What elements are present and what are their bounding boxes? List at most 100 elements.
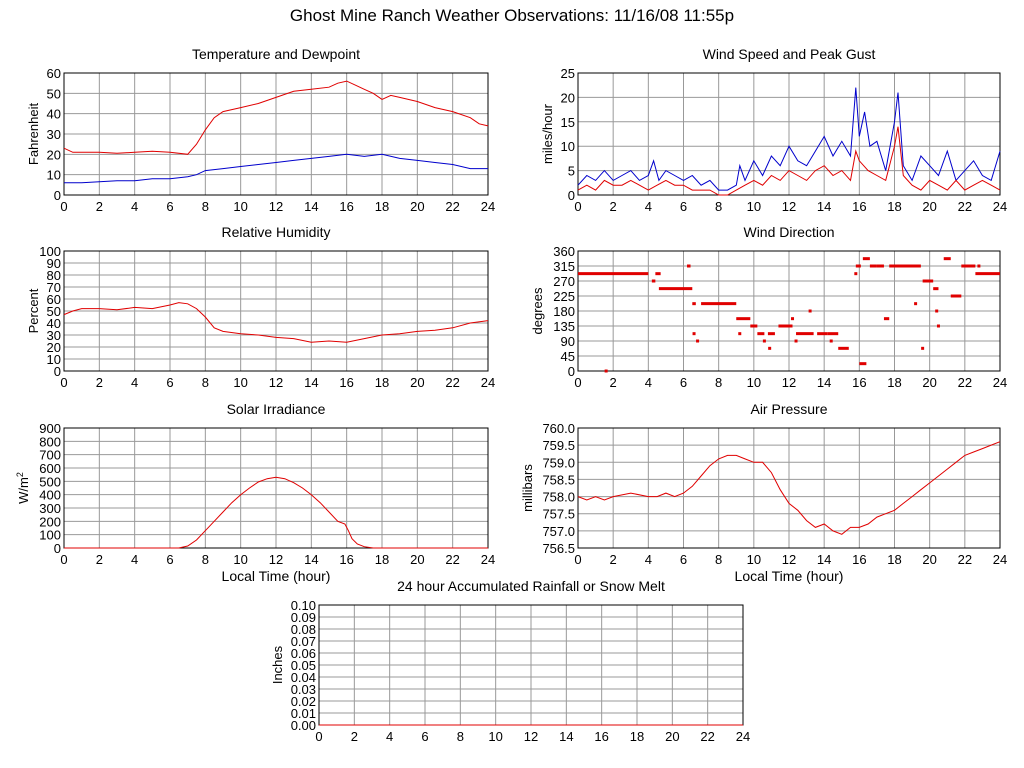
x-tick-label: 22 [445,552,459,567]
y-tick-label: 759.0 [542,455,575,470]
plot-frame [63,427,489,549]
x-tick-label: 20 [922,375,936,390]
y-tick-label: 100 [39,528,61,543]
y-tick-label: 60 [47,66,61,81]
y-tick-label: 30 [47,328,61,343]
chart-panel-3 [577,250,1001,373]
y-tick-label: 70 [47,280,61,295]
wind-direction-point [808,309,812,313]
x-tick-label: 6 [680,375,687,390]
x-tick-label: 6 [421,729,428,744]
chart-title: Wind Direction [743,224,834,240]
x-tick-label: 2 [610,375,617,390]
x-tick-label: 4 [645,375,652,390]
x-tick-label: 2 [96,375,103,390]
x-tick-label: 22 [958,375,972,390]
y-tick-label: 5 [568,164,575,179]
chart-title: Air Pressure [750,401,827,417]
x-tick-label: 12 [782,199,796,214]
y-tick-label: 25 [561,66,575,81]
y-tick-label: 758.0 [542,490,575,505]
y-tick-label: 20 [47,147,61,162]
chart-title: Temperature and Dewpoint [192,46,360,62]
y-tick-label: 0 [54,364,61,379]
x-tick-label: 14 [817,199,831,214]
x-tick-label: 20 [410,552,424,567]
y-tick-label: 760.0 [542,421,575,436]
x-tick-label: 18 [887,552,901,567]
x-tick-label: 6 [680,199,687,214]
x-tick-label: 12 [269,199,283,214]
y-tick-label: 45 [561,349,575,364]
x-tick-label: 12 [782,552,796,567]
wind-direction-point [768,346,772,350]
x-tick-label: 14 [304,199,318,214]
chart-panel-5 [577,427,1001,549]
y-tick-label: 0.05 [291,658,316,673]
x-tick-label: 18 [630,729,644,744]
x-tick-label: 0 [60,375,67,390]
x-tick-label: 6 [166,552,173,567]
x-tick-label: 14 [559,729,573,744]
x-tick-label: 18 [375,552,389,567]
x-tick-label: 2 [610,199,617,214]
plot-frame [577,250,1001,372]
y-tick-label: 800 [39,434,61,449]
x-tick-label: 24 [993,375,1007,390]
x-tick-label: 4 [386,729,393,744]
page-title: Ghost Mine Ranch Weather Observations: 1… [289,6,735,25]
x-tick-label: 0 [574,552,581,567]
x-tick-label: 12 [269,552,283,567]
y-tick-label: 0.00 [291,718,316,733]
y-tick-label: 200 [39,514,61,529]
x-tick-label: 24 [481,199,495,214]
y-tick-label: 756.5 [542,541,575,556]
x-tick-label: 8 [715,552,722,567]
chart-title: Relative Humidity [222,224,331,240]
x-tick-label: 0 [315,729,322,744]
x-tick-label: 2 [96,552,103,567]
x-tick-label: 16 [852,375,866,390]
x-tick-label: 8 [715,375,722,390]
x-tick-label: 10 [488,729,502,744]
y-tick-label: 180 [553,304,575,319]
chart-panel-4 [63,427,489,549]
x-tick-label: 4 [131,552,138,567]
y-tick-label: 400 [39,488,61,503]
x-tick-label: 20 [410,199,424,214]
y-tick-label: 40 [47,107,61,122]
x-tick-label: 8 [202,375,209,390]
x-tick-label: 2 [610,552,617,567]
x-tick-label: 18 [375,199,389,214]
x-tick-label: 10 [233,552,247,567]
y-tick-label: 10 [47,168,61,183]
x-tick-label: 4 [131,375,138,390]
series-line-0 [577,87,1001,191]
y-tick-label: 0 [54,541,61,556]
x-tick-label: 22 [445,199,459,214]
y-tick-label: 0 [568,188,575,203]
y-tick-label: 700 [39,448,61,463]
y-tick-label: 0.01 [291,706,316,721]
y-axis-label-sup: 2 [15,472,25,477]
y-tick-label: 100 [39,244,61,259]
x-tick-label: 10 [747,199,761,214]
x-tick-label: 10 [233,375,247,390]
x-tick-label: 12 [782,375,796,390]
y-tick-label: 0.06 [291,646,316,661]
x-tick-label: 22 [958,199,972,214]
chart-title: Solar Irradiance [227,401,326,417]
x-tick-label: 2 [96,199,103,214]
series-line-1 [577,126,1001,196]
y-tick-label: 0.02 [291,694,316,709]
y-tick-label: 50 [47,304,61,319]
y-tick-label: 20 [47,340,61,355]
x-tick-label: 24 [993,199,1007,214]
x-tick-label: 18 [375,375,389,390]
chart-panel-6 [318,604,744,726]
x-tick-label: 16 [852,199,866,214]
y-tick-label: 900 [39,421,61,436]
x-tick-label: 16 [339,199,353,214]
y-tick-label: 360 [553,244,575,259]
